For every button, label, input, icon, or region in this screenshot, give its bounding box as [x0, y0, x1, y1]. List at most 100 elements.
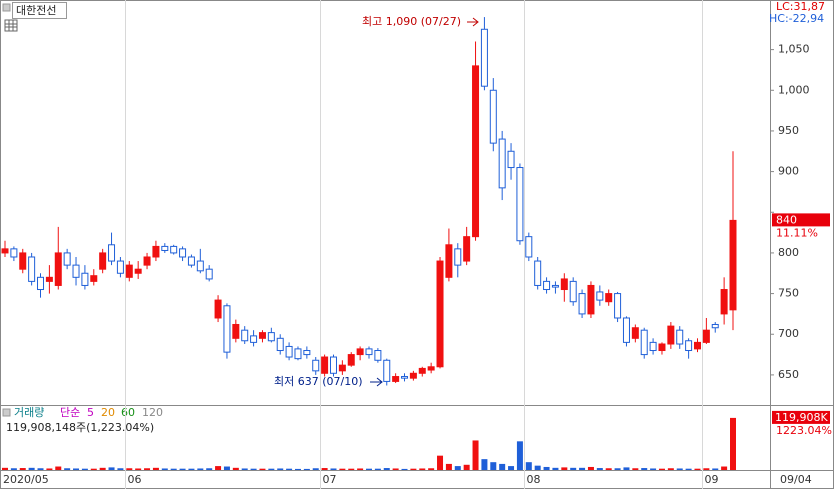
candle-body [267, 332, 275, 342]
candle-body [463, 236, 471, 262]
candle-body [303, 350, 311, 356]
volume-bar [623, 467, 630, 470]
candle-body [436, 260, 444, 368]
candle-body [72, 264, 80, 278]
candle-body [365, 348, 373, 356]
x-tick-label: 07 [323, 473, 337, 486]
volume-bar [481, 459, 488, 470]
volume-bar [703, 468, 710, 470]
candle-body [667, 325, 675, 345]
x-tick-label: 09 [705, 473, 719, 486]
candle-body [472, 65, 480, 238]
volume-bar [250, 468, 257, 470]
volume-bar [179, 468, 186, 470]
y-tick-label: 750 [778, 287, 799, 300]
volume-bar [64, 468, 71, 470]
volume-bar [215, 466, 222, 470]
candle-body [329, 356, 337, 374]
candle-body [578, 293, 586, 315]
candle-body [161, 245, 169, 251]
candle-body [285, 345, 293, 358]
volume-bar [232, 467, 239, 470]
volume-bar [712, 468, 719, 470]
volume-bar [472, 440, 479, 470]
volume-bar [303, 468, 310, 470]
volume-summary: 119,908,148주(1,223.04%) [6, 421, 154, 434]
candle-body [587, 284, 595, 315]
volume-bar [135, 468, 142, 470]
candle-body [19, 252, 27, 270]
icon [2, 3, 11, 12]
candle-body [401, 376, 409, 379]
volume-bar [28, 467, 35, 470]
high-annotation: 최고 1,090 (07/27) [362, 15, 461, 28]
candle-body [516, 167, 524, 242]
ma-period: 60 [121, 406, 135, 419]
volume-bar [437, 455, 444, 470]
candle-body [223, 305, 231, 353]
candle-body [649, 341, 657, 352]
candle-body [28, 256, 36, 282]
candle-body [560, 278, 568, 291]
volume-bar [676, 468, 683, 470]
candle-body [720, 289, 728, 315]
candle-body [205, 268, 213, 280]
arrow [467, 17, 479, 27]
volume-bar [197, 468, 204, 470]
volume-bar [614, 468, 621, 470]
candle-body [179, 248, 187, 258]
candle-body [534, 260, 542, 286]
volume-bar [161, 468, 168, 470]
candle-body [356, 348, 364, 356]
chart-title: 대한전선 [16, 4, 56, 17]
candle-body [640, 329, 648, 356]
volume-bar [587, 466, 594, 470]
candle-body [232, 323, 240, 339]
y-tick-label: 700 [778, 327, 799, 340]
volume-bar [401, 468, 408, 470]
price-tag-label: 840 [776, 213, 797, 226]
volume-tag [772, 410, 830, 424]
volume-bar [339, 468, 346, 470]
volume-tick-label: 119,908K [775, 411, 828, 424]
volume-bar [454, 466, 461, 470]
volume-bar [90, 468, 97, 470]
candle-body [622, 317, 630, 343]
indicator: LC:31,87 [776, 0, 825, 13]
candle-body [418, 367, 426, 374]
candle-body [81, 272, 89, 286]
candle-body [45, 276, 53, 282]
title-box [12, 2, 67, 19]
x-tick-label: 06 [128, 473, 142, 486]
candle-body [498, 138, 506, 189]
ma-period: 20 [101, 406, 115, 419]
candle-body [445, 244, 453, 278]
volume-bar [37, 468, 44, 470]
y-tick-label: 800 [778, 246, 799, 259]
volume-bar [108, 467, 115, 470]
y-tick-label: 950 [778, 124, 799, 137]
volume-bar [445, 463, 452, 470]
price-tag [772, 213, 830, 227]
volume-bar [152, 467, 159, 470]
volume-bar [721, 466, 728, 470]
volume-bar [206, 468, 213, 470]
candle-body [551, 284, 559, 288]
volume-bar [561, 467, 568, 470]
volume-bar [73, 468, 80, 470]
candle-body [170, 245, 178, 254]
candle-body [374, 350, 382, 361]
volume-bar [99, 467, 106, 470]
x-tick-label: 2020/05 [3, 473, 49, 486]
volume-bar [579, 467, 586, 470]
y-tick-label: 900 [778, 165, 799, 178]
candle-body [99, 252, 107, 270]
y-tick-label: 1,050 [778, 43, 810, 56]
icon [2, 408, 11, 417]
candle-body [569, 280, 577, 303]
y-tick-label: 1,000 [778, 83, 810, 96]
candle-body [711, 323, 719, 329]
candle-body [10, 248, 18, 258]
candle-body [676, 329, 684, 345]
